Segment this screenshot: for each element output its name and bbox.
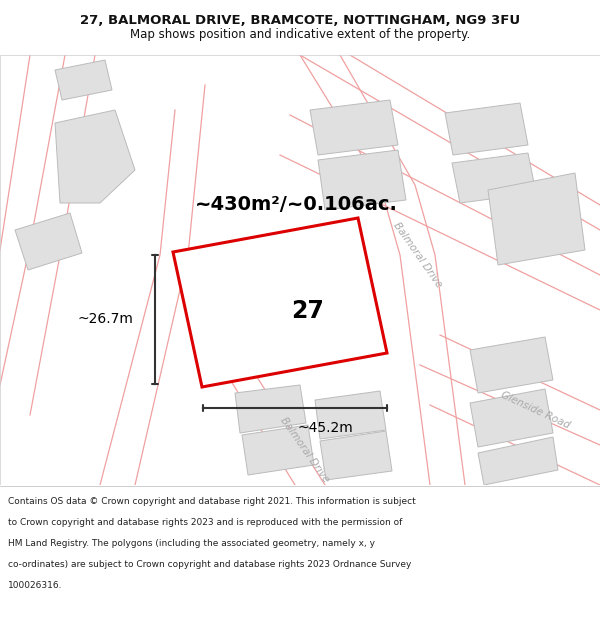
Text: 27: 27: [292, 299, 325, 322]
Polygon shape: [315, 391, 386, 439]
Text: ~430m²/~0.106ac.: ~430m²/~0.106ac.: [195, 196, 398, 214]
Text: Map shows position and indicative extent of the property.: Map shows position and indicative extent…: [130, 28, 470, 41]
Polygon shape: [478, 437, 558, 485]
Polygon shape: [488, 173, 585, 265]
Polygon shape: [235, 385, 306, 433]
Text: ~45.2m: ~45.2m: [297, 421, 353, 435]
Text: ~26.7m: ~26.7m: [77, 312, 133, 326]
Polygon shape: [15, 213, 82, 270]
Text: HM Land Registry. The polygons (including the associated geometry, namely x, y: HM Land Registry. The polygons (includin…: [8, 539, 375, 548]
Polygon shape: [470, 389, 553, 447]
Text: 27, BALMORAL DRIVE, BRAMCOTE, NOTTINGHAM, NG9 3FU: 27, BALMORAL DRIVE, BRAMCOTE, NOTTINGHAM…: [80, 14, 520, 27]
Polygon shape: [452, 153, 536, 203]
Text: co-ordinates) are subject to Crown copyright and database rights 2023 Ordnance S: co-ordinates) are subject to Crown copyr…: [8, 560, 412, 569]
Text: Balmoral Drive: Balmoral Drive: [279, 416, 331, 484]
Polygon shape: [55, 110, 135, 203]
Polygon shape: [470, 337, 553, 393]
Polygon shape: [318, 150, 406, 210]
Polygon shape: [445, 103, 528, 155]
Polygon shape: [55, 60, 112, 100]
Text: to Crown copyright and database rights 2023 and is reproduced with the permissio: to Crown copyright and database rights 2…: [8, 518, 403, 527]
Polygon shape: [173, 218, 387, 387]
Polygon shape: [310, 100, 398, 155]
Text: Contains OS data © Crown copyright and database right 2021. This information is : Contains OS data © Crown copyright and d…: [8, 497, 416, 506]
Text: 100026316.: 100026316.: [8, 581, 62, 590]
Text: Glenside Road: Glenside Road: [499, 389, 571, 431]
Polygon shape: [320, 431, 392, 480]
Polygon shape: [242, 425, 314, 475]
Text: Balmoral Drive: Balmoral Drive: [392, 221, 444, 289]
